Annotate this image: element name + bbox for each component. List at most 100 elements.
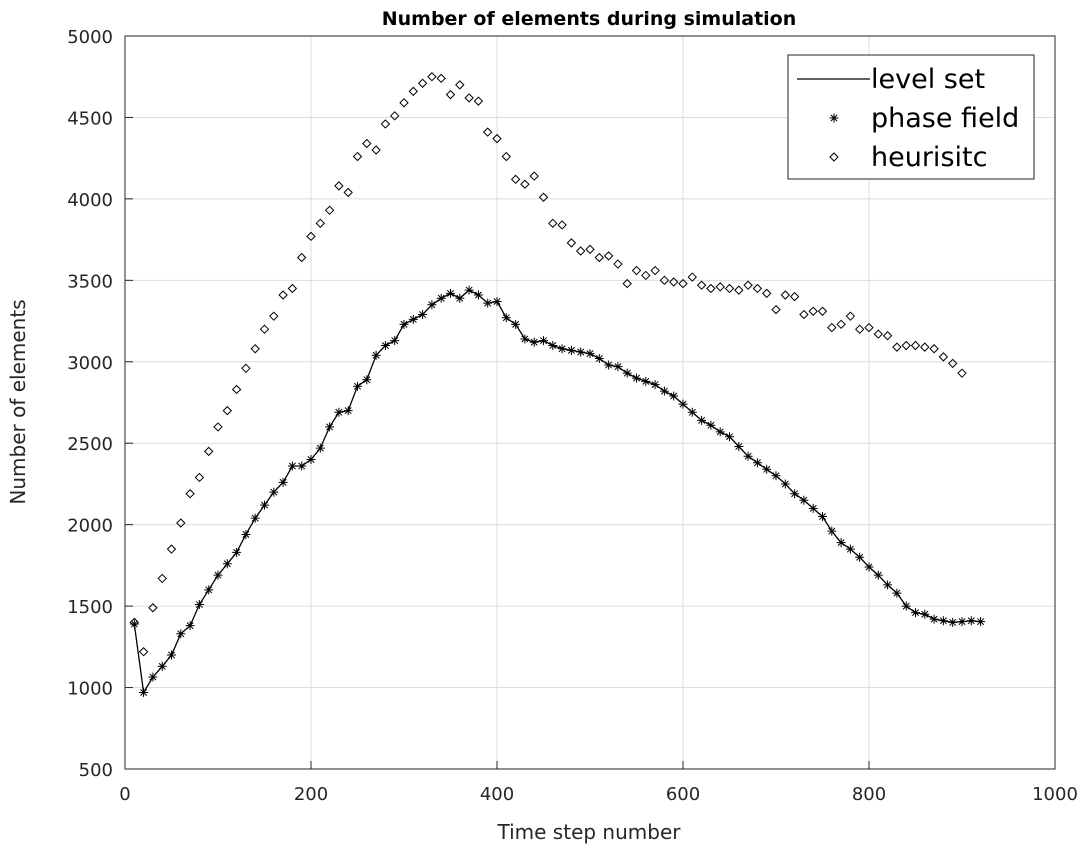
phase-field-point: [399, 319, 409, 329]
heuristic-point: [148, 603, 158, 613]
heuristic-point: [920, 342, 930, 352]
heuristic-point: [808, 306, 818, 316]
heuristic-point: [315, 218, 326, 229]
phase-field-point: [250, 513, 260, 523]
phase-field-point: [557, 344, 567, 354]
heuristic-point: [873, 329, 884, 339]
phase-field-point: [604, 360, 614, 370]
phase-field-point: [697, 415, 707, 425]
phase-field-point: [976, 617, 986, 627]
heuristic-point: [929, 344, 939, 354]
y-tick-label: 5000: [67, 27, 113, 48]
heuristic-point: [613, 259, 623, 269]
heuristic-point: [641, 270, 651, 281]
phase-field-point: [362, 375, 372, 385]
phase-field-point: [957, 617, 967, 627]
x-tick-label: 200: [294, 784, 328, 805]
heuristic-point: [157, 573, 167, 584]
phase-field-point: [185, 621, 195, 631]
phase-field-point: [148, 672, 158, 682]
phase-field-point: [455, 293, 465, 303]
phase-field-point: [464, 285, 474, 295]
phase-field-point: [194, 599, 204, 609]
phase-field-point: [325, 422, 335, 432]
heuristic-point: [687, 272, 698, 282]
phase-field-point: [297, 461, 307, 471]
phase-field-point: [827, 526, 837, 536]
legend-asterisk-swatch: [829, 113, 839, 123]
x-tick-label: 600: [666, 784, 700, 805]
phase-field-point: [752, 458, 762, 468]
phase-field-point: [548, 340, 558, 350]
heuristic-point: [482, 127, 493, 137]
phase-field-point: [241, 529, 251, 539]
phase-field-point: [920, 609, 930, 619]
phase-field-point: [687, 407, 697, 417]
phase-field-point: [222, 559, 232, 569]
x-tick-label: 1000: [1032, 784, 1078, 805]
heuristic-point: [296, 252, 307, 263]
heuristic-point: [455, 80, 465, 90]
heuristic-point: [548, 218, 558, 229]
phase-field-point: [157, 661, 167, 671]
data-layer: [129, 72, 986, 697]
phase-field-point: [650, 380, 660, 390]
phase-field-point: [641, 376, 651, 386]
heuristic-point: [836, 319, 846, 330]
x-axis-label: Time step number: [497, 820, 682, 844]
phase-field-point: [278, 477, 288, 487]
heuristic-point: [585, 244, 595, 255]
phase-field-point: [929, 614, 939, 624]
heuristic-point: [380, 119, 391, 129]
heuristic-point: [566, 238, 577, 248]
phase-field-point: [204, 585, 214, 595]
phase-field-point: [706, 420, 716, 430]
heuristic-point: [259, 324, 270, 334]
phase-field-point: [873, 570, 883, 580]
series-phase-field: [129, 285, 986, 697]
phase-field-point: [901, 601, 911, 611]
heuristic-point: [445, 89, 456, 100]
phase-field-point: [659, 386, 669, 396]
phase-field-point: [129, 619, 139, 629]
heuristic-point: [603, 251, 614, 261]
heuristic-point: [399, 98, 409, 108]
heuristic-point: [780, 290, 791, 300]
heuristic-point: [194, 472, 205, 483]
heuristic-point: [324, 205, 335, 215]
heuristic-point: [343, 187, 353, 198]
phase-field-point: [966, 616, 976, 626]
phase-field-point: [669, 391, 679, 401]
y-axis-label: Number of elements: [6, 299, 30, 504]
phase-field-point: [678, 399, 688, 409]
phase-field-point: [566, 345, 576, 355]
y-tick-label: 4000: [67, 190, 113, 211]
heuristic-point: [176, 518, 186, 528]
heuristic-point: [594, 252, 605, 263]
legend-label: heurisitc: [871, 142, 987, 173]
heuristic-point: [882, 331, 893, 341]
phase-field-point: [613, 362, 623, 372]
phase-field-point: [446, 288, 455, 298]
heuristic-point: [287, 283, 298, 294]
heuristic-point: [231, 384, 242, 395]
heuristic-point: [129, 617, 140, 628]
gridlines: [124, 35, 1056, 770]
phase-field-point: [594, 354, 604, 364]
heuristic-point: [715, 282, 725, 292]
phase-field-point: [715, 427, 725, 437]
phase-field-point: [780, 479, 790, 489]
heuristic-point: [771, 304, 781, 315]
phase-field-point: [213, 570, 223, 580]
phase-field-point: [808, 503, 818, 513]
heuristic-point: [789, 291, 800, 302]
x-tick-label: 800: [852, 784, 886, 805]
phase-field-point: [427, 300, 437, 310]
heuristic-point: [892, 342, 902, 352]
phase-field-point: [232, 547, 242, 557]
heuristic-point: [529, 171, 539, 181]
phase-field-point: [436, 293, 446, 303]
heuristic-point: [334, 181, 344, 191]
heuristic-point: [520, 179, 530, 189]
phase-field-point: [818, 512, 827, 522]
